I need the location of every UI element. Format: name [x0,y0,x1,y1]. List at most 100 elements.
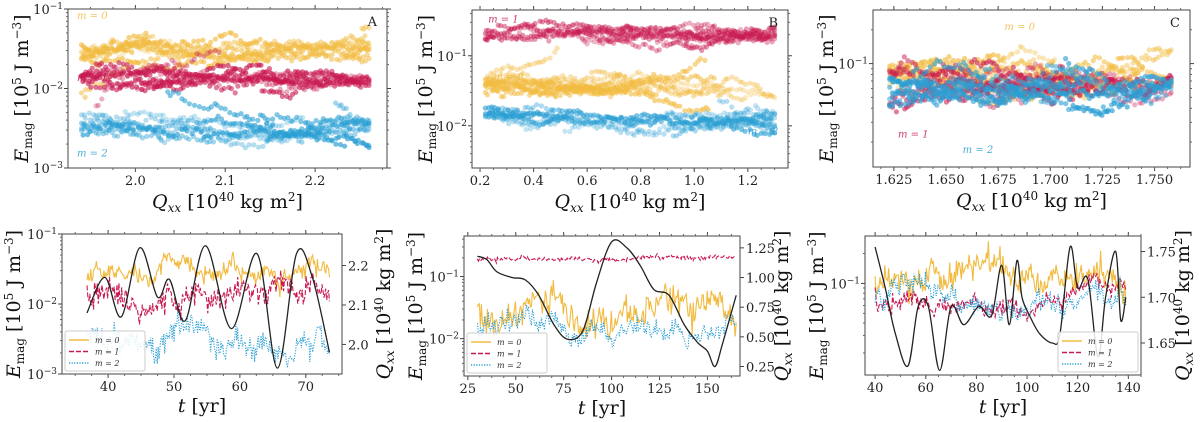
scatter-point [245,57,251,63]
scatter-point [709,41,715,47]
scatter-point [215,135,221,141]
scatter-point [178,117,184,123]
scatter-point [213,116,219,123]
scatter-point [288,85,295,91]
scatter-point [547,28,553,34]
scatter-point [651,30,657,36]
scatter-point [85,132,91,138]
scatter-point [660,35,666,41]
scatter-point [664,110,670,116]
scatter-point [652,25,658,32]
scatter-point [340,105,346,112]
scatter-point [298,119,304,125]
scatter-point [186,78,192,84]
scatter-point [195,45,201,51]
scatter-point [1027,48,1033,54]
scatter-point [129,84,135,90]
scatter-point [223,40,229,46]
scatter-point [140,125,146,131]
scatter-point [93,61,99,67]
scatter-point [167,83,174,89]
scatter-point [642,30,648,36]
scatter-point [314,129,320,135]
scatter-point [718,28,725,34]
scatter-point [231,141,237,147]
scatter-point [355,118,361,124]
scatter-point [554,30,560,36]
scatter-point [580,22,586,28]
scatter-point [572,31,578,37]
scatter-point [678,31,684,37]
scatter-point [599,29,606,35]
scatter-point [303,75,309,81]
scatter-point [669,34,675,40]
scatter-point [146,34,152,40]
scatter-point [687,30,693,36]
scatter-point [509,114,515,120]
scatter-point [1101,59,1107,65]
scatter-point [770,25,777,31]
scatter-point [138,47,144,53]
scatter-point [114,122,120,128]
scatter-point [177,115,183,121]
scatter-point [249,62,255,68]
x-tick-label: 2.1 [215,174,236,189]
scatter-point [661,123,667,129]
scatter-point [722,31,729,37]
scatter-point [608,30,614,37]
scatter-point [748,25,755,32]
scatter-point [198,129,204,135]
scatter-point [482,105,488,111]
scatter-point [532,36,538,43]
scatter-point [633,43,639,49]
scatter-point [271,47,277,53]
scatter-point [714,27,720,33]
scatter-point [486,113,493,119]
scatter-point [690,35,696,42]
scatter-point [496,114,502,120]
scatter-point [648,24,654,31]
scatter-point [634,127,641,133]
scatter-point [689,36,695,42]
scatter-point [591,34,597,40]
scatter-point [568,114,574,121]
scatter-point [363,24,369,30]
scatter-point [276,123,282,129]
scatter-point [343,78,350,84]
scatter-point [673,39,680,45]
scatter-point [641,31,647,37]
scatter-point [355,38,362,44]
scatter-point [93,76,99,82]
scatter-point [767,33,773,39]
scatter-point [94,73,100,79]
scatter-point [613,37,619,43]
scatter-point [626,32,632,38]
scatter-point [537,32,543,38]
scatter-point [348,33,354,39]
scatter-point [724,37,730,43]
scatter-point [706,41,712,47]
y-tick-label: 10−2 [33,82,63,98]
scatter-point [631,33,637,39]
scatter-point [760,31,766,38]
scatter-point [82,122,88,128]
scatter-point [229,77,235,83]
scatter-point [581,29,587,35]
scatter-point [233,33,239,39]
scatter-point [758,32,764,39]
scatter-point [95,49,102,55]
scatter-point [599,25,605,31]
scatter-point [482,89,488,95]
scatter-point [735,29,741,35]
scatter-point [677,31,683,37]
series-label: m = 0 [493,72,524,83]
scatter-point [703,44,709,50]
scatter-point [229,77,236,83]
scatter-point [216,47,222,53]
scatter-point [602,28,609,34]
scatter-point [285,115,291,121]
scatter-point [327,71,333,77]
scatter-point [201,74,207,80]
scatter-point [236,54,242,60]
scatter-point [162,139,168,146]
